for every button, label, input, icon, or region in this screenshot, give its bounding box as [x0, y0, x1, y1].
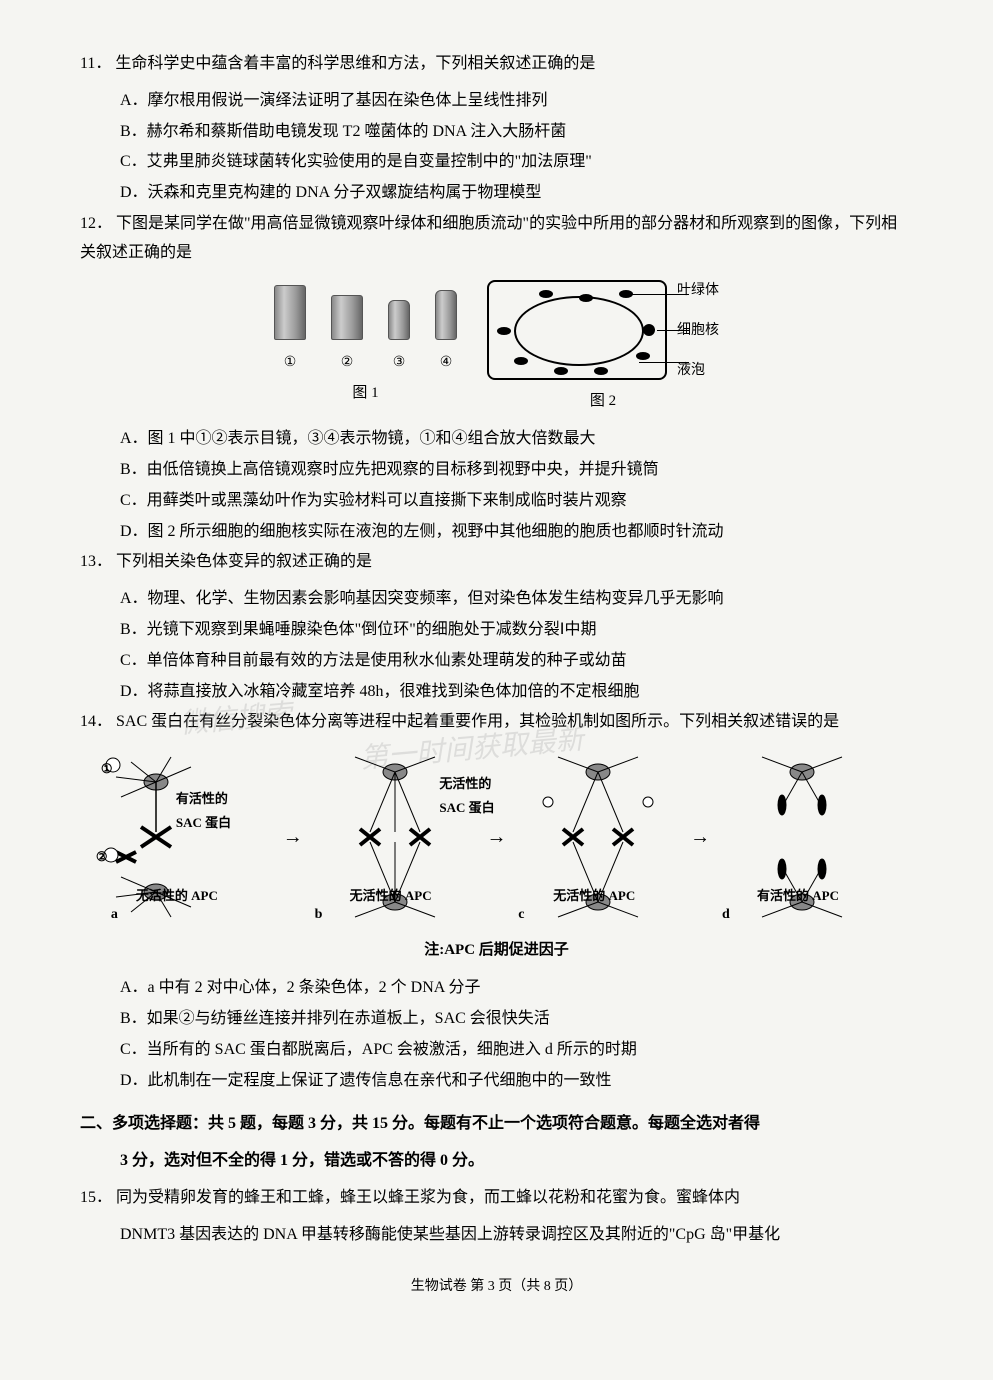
lens-4-label: ④ [440, 350, 453, 375]
lens-2-label: ② [341, 350, 354, 375]
q15-text1: 同为受精卵发育的蜂王和工蜂，蜂王以蜂王浆为食，而工蜂以花粉和花蜜为食。蜜蜂体内 [116, 1189, 740, 1206]
question-14: 14． SAC 蛋白在有丝分裂染色体分离等进程中起着重要作用，其检验机制如图所示… [80, 708, 913, 737]
stage-b-label: b [315, 902, 323, 927]
q11-option-d: D．沃森和克里克构建的 DNA 分子双螺旋结构属于物理模型 [120, 179, 913, 208]
vacuole-shape [514, 296, 644, 366]
q14-option-a: A．a 中有 2 对中心体，2 条染色体，2 个 DNA 分子 [120, 974, 913, 1003]
num2-label: ② [96, 845, 108, 868]
question-11: 11． 生命科学史中蕴含着丰富的科学思维和方法，下列相关叙述正确的是 [80, 50, 913, 79]
q13-option-d: D．将蒜直接放入冰箱冷藏室培养 48h，很难找到染色体加倍的不定根细胞 [120, 678, 913, 707]
q12-option-c: C．用藓类叶或黑藻幼叶作为实验材料可以直接撕下来制成临时装片观察 [120, 487, 913, 516]
q13-text: 下列相关染色体变异的叙述正确的是 [116, 553, 372, 570]
stage-b: 无活性的SAC 蛋白 无活性的 APC b [305, 747, 485, 927]
chloroplast-shape [497, 327, 511, 335]
lens-1-label: ① [284, 350, 297, 375]
q11-option-a: A．摩尔根用假说一演绎法证明了基因在染色体上呈线性排列 [120, 87, 913, 116]
q14-option-b: B．如果②与纺锤丝连接并排列在赤道板上，SAC 会很快失活 [120, 1005, 913, 1034]
fig2-caption: 图 2 [590, 388, 616, 415]
q12-option-b: B．由低倍镜换上高倍镜观察时应先把观察的目标移到视野中央，并提升镜筒 [120, 456, 913, 485]
q14-options: A．a 中有 2 对中心体，2 条染色体，2 个 DNA 分子 B．如果②与纺锤… [80, 974, 913, 1095]
active-sac-label: 有活性的SAC 蛋白 [176, 787, 231, 834]
stage-c-label: c [518, 902, 524, 927]
lens-2 [331, 295, 363, 340]
fig1-caption: 图 1 [352, 380, 378, 407]
arrow-icon: → [486, 819, 506, 855]
q13-option-a: A．物理、化学、生物因素会影响基因突变频率，但对染色体发生结构变异几乎无影响 [120, 585, 913, 614]
q11-option-c: C．艾弗里肺炎链球菌转化实验使用的是自变量控制中的"加法原理" [120, 148, 913, 177]
chloroplast-shape [514, 357, 528, 365]
inactive-sac-label: 无活性的SAC 蛋白 [439, 772, 494, 819]
nucleus-shape [643, 324, 655, 336]
lens-4 [435, 290, 457, 340]
chloroplast-shape [594, 367, 608, 375]
stage-a-label: a [111, 902, 118, 927]
q15-number: 15． [80, 1189, 112, 1206]
q13-option-c: C．单倍体育种目前最有效的方法是使用秋水仙素处理萌发的种子或幼苗 [120, 647, 913, 676]
arrow-icon: → [690, 819, 710, 855]
apc-label-b: 无活性的 APC [350, 884, 432, 907]
figure-1: ① ② ③ ④ 图 1 [274, 285, 457, 407]
apc-label-d: 有活性的 APC [757, 884, 839, 907]
section-2-sub: 3 分，选对但不全的得 1 分，错选或不答的得 0 分。 [80, 1147, 913, 1176]
q11-option-b: B．赫尔希和蔡斯借助电镜发现 T2 噬菌体的 DNA 注入大肠杆菌 [120, 118, 913, 147]
question-15: 15． 同为受精卵发育的蜂王和工蜂，蜂王以蜂王浆为食，而工蜂以花粉和花蜜为食。蜜… [80, 1184, 913, 1213]
num1-label: ① [101, 757, 113, 780]
q13-options: A．物理、化学、生物因素会影响基因突变频率，但对染色体发生结构变异几乎无影响 B… [80, 585, 913, 706]
label-line [657, 330, 689, 331]
question-13: 13． 下列相关染色体变异的叙述正确的是 [80, 548, 913, 577]
page-footer: 生物试卷 第 3 页（共 8 页） [80, 1274, 913, 1299]
q14-option-c: C．当所有的 SAC 蛋白都脱离后，APC 会被激活，细胞进入 d 所示的时期 [120, 1036, 913, 1065]
chloroplast-label: 叶绿体 [677, 278, 719, 303]
q14-option-d: D．此机制在一定程度上保证了遗传信息在亲代和子代细胞中的一致性 [120, 1067, 913, 1096]
chloroplast-shape [539, 290, 553, 298]
q12-option-d: D．图 2 所示细胞的细胞核实际在液泡的左侧，视野中其他细胞的胞质也都顺时针流动 [120, 518, 913, 547]
diagram-note: 注:APC 后期促进因子 [80, 937, 913, 964]
label-line [629, 294, 689, 295]
q15-text2: DNMT3 基因表达的 DNA 甲基转移酶能使某些基因上游转录调控区及其附近的"… [80, 1221, 913, 1250]
arrow-icon: → [283, 819, 303, 855]
lens-3 [388, 300, 410, 340]
q11-options: A．摩尔根用假说一演绎法证明了基因在染色体上呈线性排列 B．赫尔希和蔡斯借助电镜… [80, 87, 913, 208]
q14-diagram: 有活性的SAC 蛋白 ① ② 无活性的 APC a → 无活性的SAC 蛋白 [80, 747, 913, 927]
q12-figures: ① ② ③ ④ 图 1 [80, 278, 913, 416]
stage-c: 无活性的 APC c [508, 747, 688, 927]
q13-number: 13． [80, 553, 112, 570]
q12-text: 下图是某同学在做"用高倍显微镜观察叶绿体和细胞质流动"的实验中所用的部分器材和所… [80, 215, 897, 261]
chloroplast-shape [554, 367, 568, 375]
lens-3-label: ③ [393, 350, 406, 375]
lens-1 [274, 285, 306, 340]
q11-text: 生命科学史中蕴含着丰富的科学思维和方法，下列相关叙述正确的是 [115, 55, 595, 72]
q12-options: A．图 1 中①②表示目镜，③④表示物镜，①和④组合放大倍数最大 B．由低倍镜换… [80, 425, 913, 546]
q12-option-a: A．图 1 中①②表示目镜，③④表示物镜，①和④组合放大倍数最大 [120, 425, 913, 454]
stage-d-label: d [722, 902, 730, 927]
chloroplast-shape [636, 352, 650, 360]
q14-text: SAC 蛋白在有丝分裂染色体分离等进程中起着重要作用，其检验机制如图所示。下列相… [116, 713, 839, 730]
section-2-header: 二、多项选择题：共 5 题，每题 3 分，共 15 分。每题有不止一个选项符合题… [80, 1110, 913, 1139]
label-line [639, 362, 689, 363]
stage-d: 有活性的 APC d [712, 747, 892, 927]
q14-number: 14． [80, 713, 112, 730]
question-12: 12． 下图是某同学在做"用高倍显微镜观察叶绿体和细胞质流动"的实验中所用的部分… [80, 210, 913, 268]
apc-label-a: 无活性的 APC [136, 884, 218, 907]
cell-diagram [487, 280, 667, 380]
apc-label-c: 无活性的 APC [553, 884, 635, 907]
q11-number: 11． [80, 55, 111, 72]
q13-option-b: B．光镜下观察到果蝇唾腺染色体"倒位环"的细胞处于减数分裂Ⅰ中期 [120, 616, 913, 645]
q12-number: 12． [80, 215, 112, 232]
stage-a: 有活性的SAC 蛋白 ① ② 无活性的 APC a [101, 747, 281, 927]
figure-2: 叶绿体 细胞核 液泡 图 2 [487, 278, 719, 416]
